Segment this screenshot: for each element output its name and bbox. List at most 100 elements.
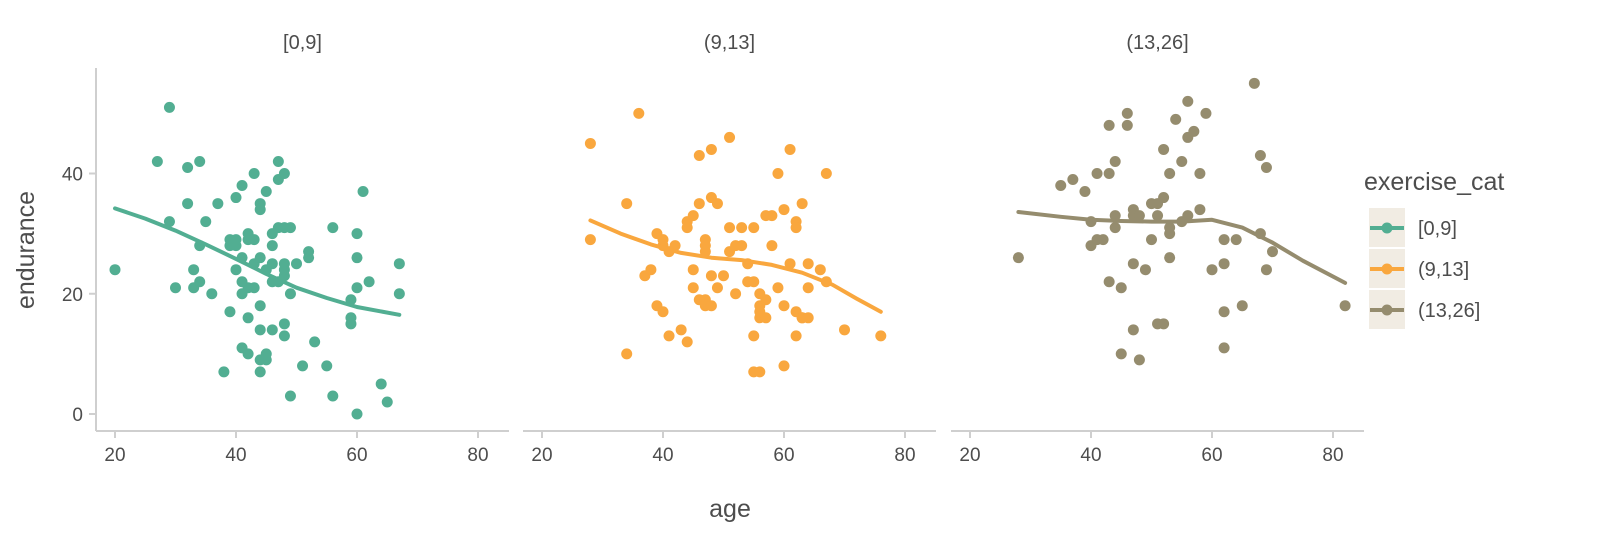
- data-point: [1115, 282, 1127, 294]
- x-tick-label: 60: [1201, 445, 1222, 466]
- data-point: [1146, 234, 1157, 246]
- legend-item: [0,9]: [1369, 208, 1457, 247]
- data-point: [1139, 264, 1151, 276]
- data-point: [693, 198, 705, 210]
- data-point: [1109, 210, 1121, 222]
- data-point: [1194, 204, 1206, 216]
- data-point: [242, 312, 254, 324]
- data-point: [309, 336, 321, 348]
- data-point: [351, 228, 363, 240]
- data-point: [1103, 276, 1115, 288]
- data-point: [784, 143, 796, 155]
- data-point: [284, 288, 296, 300]
- facet-panel: [0,9] 0 20 40 20 40 60 80: [62, 32, 509, 466]
- x-tick-label: 20: [104, 445, 125, 466]
- data-point: [693, 149, 705, 161]
- data-point: [284, 390, 296, 402]
- facet-panel: (9,13] 20 40 60 80: [523, 32, 936, 466]
- data-point: [1158, 143, 1170, 155]
- data-point: [1127, 258, 1139, 270]
- data-point: [218, 366, 230, 378]
- data-point: [705, 143, 717, 155]
- data-point: [718, 270, 729, 282]
- data-point: [1164, 168, 1176, 179]
- data-point: [351, 408, 363, 420]
- data-point: [675, 324, 687, 336]
- legend-label: [0,9]: [1418, 218, 1457, 240]
- data-point: [284, 222, 296, 234]
- data-point: [687, 282, 699, 294]
- data-point: [1164, 222, 1176, 234]
- data-point: [875, 330, 887, 342]
- legend-key-point: [1381, 304, 1393, 316]
- data-point: [1133, 354, 1145, 366]
- data-point: [1218, 306, 1230, 318]
- data-point: [1091, 168, 1103, 179]
- data-point: [681, 336, 693, 348]
- trend-line: [588, 218, 883, 314]
- data-point: [1260, 161, 1272, 173]
- y-tick-label: 0: [72, 405, 83, 426]
- data-point: [1121, 107, 1133, 119]
- data-point: [1055, 180, 1067, 192]
- data-point: [248, 234, 260, 246]
- data-point: [278, 168, 290, 179]
- x-tick-label: 60: [773, 445, 794, 466]
- x-tick-label: 40: [652, 445, 673, 466]
- data-point: [1127, 324, 1139, 336]
- data-point: [224, 306, 236, 318]
- data-point: [1158, 318, 1170, 330]
- data-point: [321, 360, 333, 372]
- data-point: [1194, 168, 1206, 179]
- data-point: [194, 276, 206, 288]
- data-point: [230, 264, 242, 276]
- data-point: [1339, 300, 1351, 312]
- data-point: [1218, 342, 1230, 354]
- data-point: [1079, 186, 1091, 198]
- facet-strip-label: (13,26]: [1126, 32, 1188, 54]
- y-tick-label: 20: [62, 285, 83, 306]
- data-point: [351, 282, 363, 294]
- data-point: [657, 306, 669, 318]
- data-point: [790, 330, 802, 342]
- data-point: [200, 216, 212, 228]
- data-point: [109, 264, 121, 276]
- data-point: [182, 161, 194, 173]
- facet-panel: (13,26] 20 40 60 80: [951, 32, 1364, 466]
- x-tick-label: 20: [959, 445, 980, 466]
- data-point: [254, 366, 266, 378]
- data-point: [1260, 264, 1272, 276]
- data-point: [711, 198, 723, 210]
- data-point: [1097, 234, 1109, 246]
- data-point: [814, 264, 826, 276]
- data-point: [1248, 77, 1260, 89]
- data-point: [163, 216, 175, 228]
- data-point: [345, 312, 357, 324]
- data-point: [1067, 174, 1079, 186]
- data-point: [230, 192, 242, 204]
- data-point: [1012, 252, 1024, 264]
- data-point: [766, 210, 778, 222]
- data-point: [1103, 168, 1115, 179]
- data-point: [778, 300, 790, 312]
- data-point: [645, 264, 657, 276]
- data-point: [802, 282, 814, 294]
- y-axis-title: endurance: [12, 191, 40, 309]
- data-point: [802, 312, 814, 324]
- data-point: [754, 366, 766, 378]
- data-point: [236, 180, 248, 192]
- data-point: [381, 396, 393, 408]
- data-point: [736, 240, 748, 252]
- data-point: [1200, 107, 1212, 119]
- data-point: [188, 264, 200, 276]
- data-point: [760, 294, 772, 306]
- data-point: [663, 330, 675, 342]
- legend-item: (13,26]: [1369, 290, 1480, 329]
- data-point: [393, 258, 405, 270]
- data-point: [621, 198, 633, 210]
- data-point: [621, 348, 633, 360]
- data-point: [363, 276, 375, 288]
- facet-strip-label: [0,9]: [283, 32, 322, 54]
- data-point: [820, 168, 832, 179]
